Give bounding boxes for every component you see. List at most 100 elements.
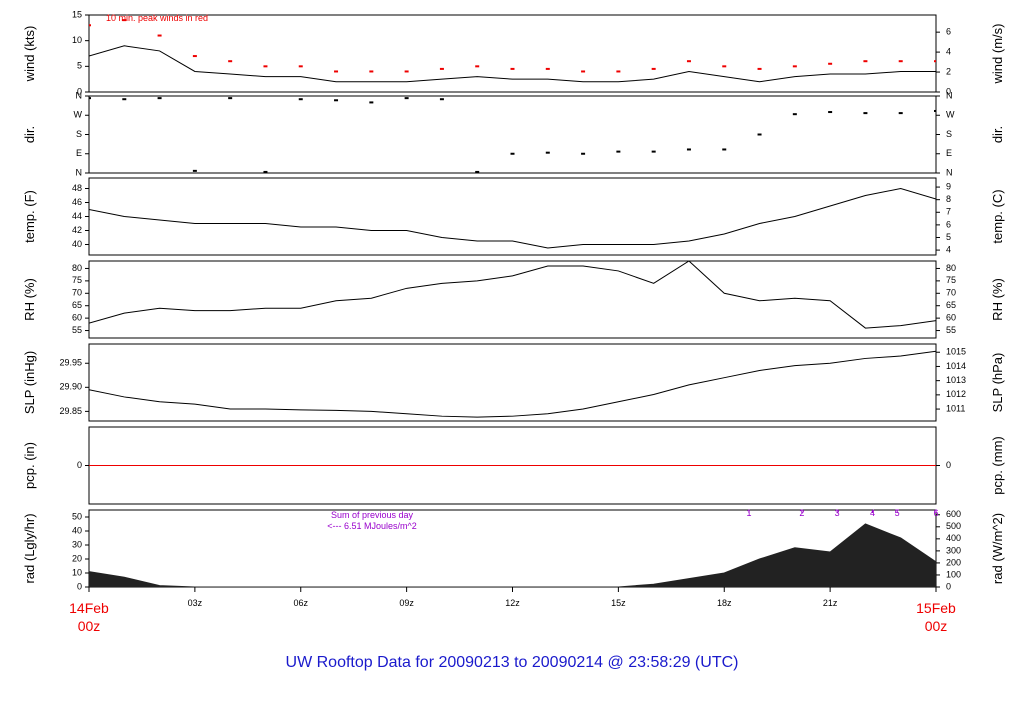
y2-tick-label: 200 [946, 557, 961, 567]
y2-tick-label: 1013 [946, 375, 966, 385]
y-tick-label: 46 [72, 197, 82, 207]
point [581, 70, 586, 73]
annotation: 10 min. peak winds in red [106, 13, 208, 23]
y-axis-label: rad (Lgly/hr) [22, 513, 37, 583]
point [510, 152, 515, 155]
point [263, 65, 268, 68]
panel-frame [88, 343, 937, 422]
y-tick-label: W [74, 110, 83, 120]
point [510, 67, 515, 70]
y2-axis-label: wind (m/s) [990, 24, 1005, 85]
hour-marker-label: 5 [895, 508, 900, 518]
y-tick-label: 0 [77, 581, 82, 591]
point [545, 67, 550, 70]
plot-area [89, 19, 936, 83]
y-tick-label: S [76, 129, 82, 139]
point [334, 99, 339, 102]
point [898, 112, 903, 115]
point [298, 65, 303, 68]
point [334, 70, 339, 73]
x-tick-label: 03z [188, 598, 203, 608]
hour-marker-label: 1 [746, 508, 751, 518]
y2-tick-label: 55 [946, 325, 956, 335]
panel-frame [88, 95, 937, 174]
point [228, 97, 233, 100]
y2-axis-label: RH (%) [990, 278, 1005, 321]
point [157, 97, 162, 100]
y-axis-label: SLP (inHg) [22, 351, 37, 414]
point [298, 98, 303, 101]
y-tick-label: 42 [72, 225, 82, 235]
y2-tick-label: 600 [946, 509, 961, 519]
point [263, 170, 268, 173]
point [581, 152, 586, 155]
y2-tick-label: 1015 [946, 347, 966, 357]
y2-tick-label: 1011 [946, 403, 965, 413]
plot-area [89, 523, 936, 587]
y-tick-label: 50 [72, 511, 82, 521]
hour-marker-label: 3 [835, 508, 840, 518]
x-end-label: 00z [925, 618, 948, 634]
y2-axis-label: rad (W/m^2) [990, 513, 1005, 584]
y-tick-label: 65 [72, 300, 82, 310]
y-tick-label: 55 [72, 325, 82, 335]
point [757, 67, 762, 70]
y2-tick-label: 300 [946, 545, 961, 555]
point [616, 150, 621, 153]
y-axis-label: dir. [22, 126, 37, 143]
y2-tick-label: E [946, 148, 952, 158]
plot-area [89, 187, 936, 249]
point [651, 150, 656, 153]
y-tick-label: 60 [72, 313, 82, 323]
point [934, 109, 936, 112]
point [934, 60, 936, 63]
point [369, 70, 374, 73]
x-tick-label: 09z [399, 598, 414, 608]
plot-area [89, 97, 936, 173]
y2-axis-label: dir. [990, 126, 1005, 143]
point [828, 111, 833, 114]
point [651, 67, 656, 70]
y2-tick-label: 1014 [946, 361, 966, 371]
x-end-label: 00z [78, 618, 101, 634]
y2-tick-label: 4 [946, 46, 951, 56]
y2-tick-label: S [946, 129, 952, 139]
point [757, 133, 762, 136]
point [122, 19, 127, 22]
hour-marker-label: 6 [933, 508, 938, 518]
point [686, 148, 691, 151]
point [863, 60, 868, 63]
hour-marker-label: 2 [799, 508, 804, 518]
y-tick-label: E [76, 148, 82, 158]
point [192, 55, 197, 58]
y2-tick-label: 70 [946, 288, 956, 298]
y2-tick-label: W [946, 110, 955, 120]
point [722, 65, 727, 68]
y2-tick-label: 500 [946, 521, 961, 531]
y2-tick-label: 65 [946, 300, 956, 310]
y2-axis-label: temp. (C) [990, 189, 1005, 243]
y-tick-label: 15 [72, 9, 82, 19]
y2-tick-label: 75 [946, 275, 956, 285]
series-area [89, 523, 936, 587]
y-axis-label: RH (%) [22, 278, 37, 321]
x-tick-label: 06z [293, 598, 308, 608]
series-line [89, 350, 936, 418]
y2-tick-label: 80 [946, 263, 956, 273]
point [404, 70, 409, 73]
point [475, 170, 480, 173]
point [89, 24, 91, 27]
y2-tick-label: 1012 [946, 389, 966, 399]
point [404, 97, 409, 100]
y2-tick-label: 400 [946, 533, 961, 543]
y2-tick-label: N [946, 90, 953, 100]
y2-tick-label: 7 [946, 207, 951, 217]
point [545, 151, 550, 154]
y-tick-label: 5 [77, 61, 82, 71]
point [157, 34, 162, 37]
y-tick-label: 40 [72, 239, 82, 249]
x-end-label: 14Feb [69, 600, 109, 616]
point [228, 60, 233, 63]
y2-tick-label: 0 [946, 581, 951, 591]
